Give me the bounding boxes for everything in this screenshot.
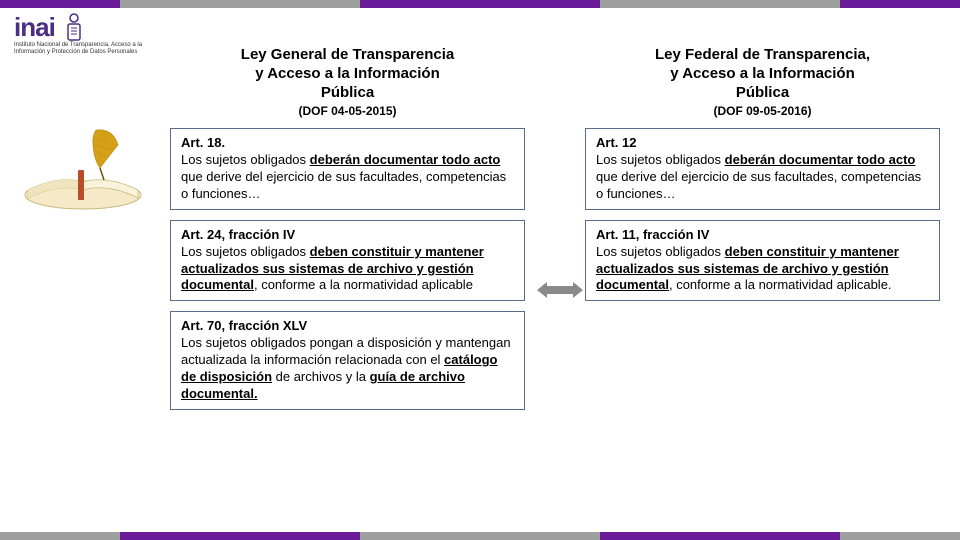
bar-seg xyxy=(840,532,960,540)
top-accent-bar xyxy=(0,0,960,8)
book-quill-icon xyxy=(18,120,148,215)
right-article-2: Art. 11, fracción IV Los sujetos obligad… xyxy=(585,220,940,302)
left-title-l1: Ley General de Transparencia xyxy=(241,46,454,63)
bar-seg xyxy=(720,0,840,8)
bar-seg xyxy=(480,0,600,8)
art-underline: deberán documentar todo acto xyxy=(310,152,501,167)
bar-seg xyxy=(0,0,120,8)
art-text: Los sujetos obligados xyxy=(596,244,725,259)
left-article-1: Art. 18. Los sujetos obligados deberán d… xyxy=(170,128,525,210)
left-title: Ley General de Transparencia y Acceso a … xyxy=(170,46,525,102)
bar-seg xyxy=(600,532,720,540)
art-text: de archivos y la xyxy=(272,369,370,384)
art-text: Los sujetos obligados xyxy=(596,152,725,167)
art-title: Art. 18. xyxy=(181,135,225,150)
bar-seg xyxy=(120,0,240,8)
art-text: Los sujetos obligados xyxy=(181,244,310,259)
left-article-3: Art. 70, fracción XLV Los sujetos obliga… xyxy=(170,311,525,409)
left-article-2: Art. 24, fracción IV Los sujetos obligad… xyxy=(170,220,525,302)
bar-seg xyxy=(0,532,120,540)
right-column: Ley Federal de Transparencia, y Acceso a… xyxy=(585,46,940,520)
left-title-l3: Pública xyxy=(321,84,374,101)
logo-subtitle: Instituto Nacional de Transparencia, Acc… xyxy=(14,42,142,55)
art-text: que derive del ejercicio de sus facultad… xyxy=(181,169,506,201)
bar-seg xyxy=(600,0,720,8)
logo-sub-line1: Instituto Nacional de Transparencia, Acc… xyxy=(14,42,142,49)
art-title: Art. 70, fracción XLV xyxy=(181,318,307,333)
bar-seg xyxy=(120,532,240,540)
right-article-1: Art. 12 Los sujetos obligados deberán do… xyxy=(585,128,940,210)
art-text: , conforme a la normatividad aplicable xyxy=(254,277,473,292)
bar-seg xyxy=(480,532,600,540)
left-title-l2: y Acceso a la Información xyxy=(255,65,440,82)
art-text: , conforme a la normatividad aplicable. xyxy=(669,277,892,292)
right-header: Ley Federal de Transparencia, y Acceso a… xyxy=(585,46,940,118)
bar-seg xyxy=(720,532,840,540)
art-text: Los sujetos obligados xyxy=(181,152,310,167)
art-text: que derive del ejercicio de sus facultad… xyxy=(596,169,921,201)
art-title: Art. 12 xyxy=(596,135,636,150)
bottom-accent-bar xyxy=(0,532,960,540)
bar-seg xyxy=(240,0,360,8)
left-header: Ley General de Transparencia y Acceso a … xyxy=(170,46,525,118)
art-title: Art. 11, fracción IV xyxy=(596,227,709,242)
right-title-l3: Pública xyxy=(736,84,789,101)
right-date: (DOF 09-05-2016) xyxy=(585,104,940,118)
bar-seg xyxy=(360,532,480,540)
right-title: Ley Federal de Transparencia, y Acceso a… xyxy=(585,46,940,102)
art-title: Art. 24, fracción IV xyxy=(181,227,295,242)
bar-seg xyxy=(840,0,960,8)
bar-seg xyxy=(240,532,360,540)
bar-seg xyxy=(360,0,480,8)
right-title-l2: y Acceso a la Información xyxy=(670,65,855,82)
art-underline: deberán documentar todo acto xyxy=(725,152,916,167)
logo-sub-line2: Información y Protección de Datos Person… xyxy=(14,49,142,56)
left-date: (DOF 04-05-2015) xyxy=(170,104,525,118)
logo-text: inai xyxy=(14,12,55,43)
left-column: Ley General de Transparencia y Acceso a … xyxy=(170,46,525,520)
right-title-l1: Ley Federal de Transparencia, xyxy=(655,46,870,63)
law-columns: Ley General de Transparencia y Acceso a … xyxy=(170,46,940,520)
